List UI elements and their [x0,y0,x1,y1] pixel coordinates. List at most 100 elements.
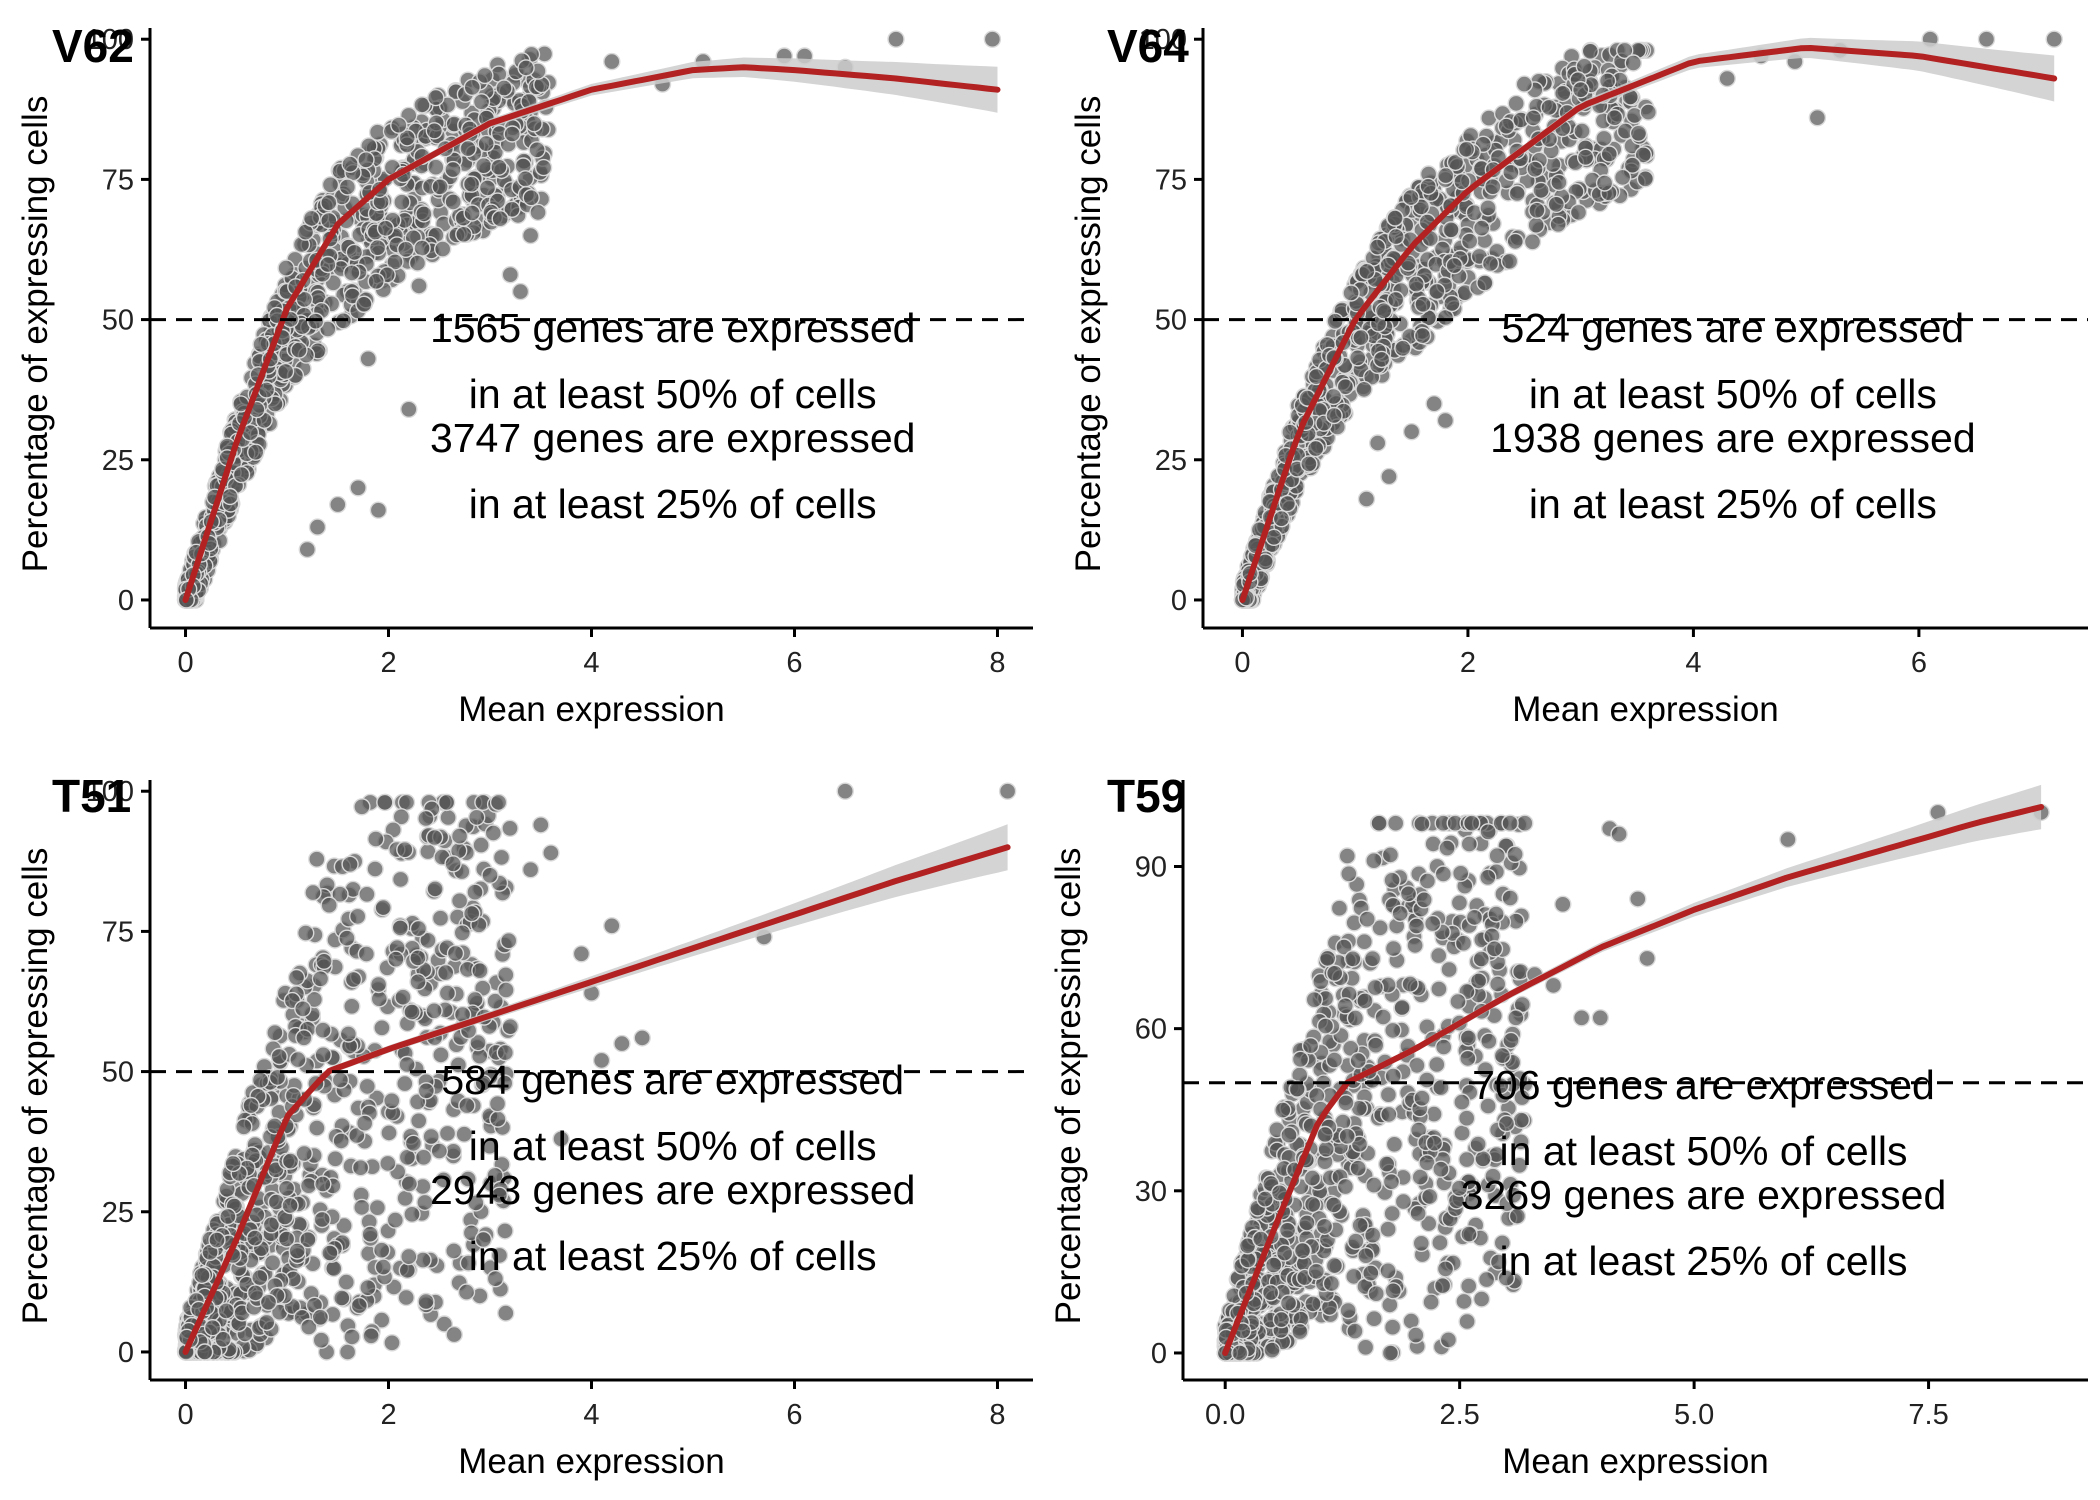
data-point [449,1056,468,1074]
data-point [490,1246,509,1265]
data-point [281,1196,299,1215]
data-point [221,487,239,506]
data-point [246,1284,265,1302]
data-point [1459,1277,1478,1295]
data-point [362,1327,380,1345]
data-point [312,1331,330,1349]
data-point [1418,1154,1436,1172]
data-point [438,984,457,1002]
y-tick-label: 50 [1155,305,1187,337]
data-point [1422,1293,1440,1311]
data-point [287,968,306,987]
data-point [214,1330,232,1349]
panel-t51: 0 25 50 75 100 0 2 4 6 8 Mean expression Percentage… [16,770,1033,1481]
data-point [1446,153,1465,172]
data-point [1595,174,1614,192]
confidence-band [1225,784,2042,1357]
data-point [1356,1338,1375,1357]
data-point [1504,1186,1523,1204]
data-point [414,1148,433,1167]
data-point [528,141,546,159]
data-point [1402,188,1420,207]
data-point [417,1292,435,1311]
panel-title: V62 [52,20,134,72]
data-point [232,465,251,484]
annotation-text: 3269 genes are expressed [1461,1172,1947,1218]
data-point [1443,294,1461,313]
data-point [1322,1274,1341,1293]
data-point [603,917,621,935]
data-point [463,904,481,923]
data-point [1363,950,1382,968]
data-point [288,1242,306,1260]
data-point [1428,1055,1446,1074]
data-point [313,1210,331,1229]
data-point [444,855,462,873]
annotation-text: 584 genes are expressed [441,1057,904,1103]
data-point [1386,290,1405,309]
panel-v62: 0 25 50 75 100 0 2 4 6 8 Mean expression Percentage… [16,20,1033,729]
annotation-text: 2943 genes are expressed [430,1167,916,1213]
data-point [1506,232,1525,251]
data-point [1317,1140,1335,1158]
data-point [455,225,473,244]
data-point [1399,885,1418,903]
data-point [1412,1234,1431,1253]
data-point [1304,1295,1322,1313]
data-point [359,1278,377,1297]
data-point [246,1229,264,1247]
data-point [1508,1207,1527,1225]
data-point [305,990,324,1009]
data-point [276,362,295,381]
data-point [1337,1094,1355,1112]
data-point [532,816,550,834]
y-tick-label: 90 [1135,851,1167,883]
panel-v64: 0 25 50 75 100 0 2 4 6 Mean expression Percentage … [1069,20,2088,729]
data-point [1355,933,1374,951]
data-point [403,1205,421,1224]
data-point [374,1258,392,1276]
data-point [396,1189,414,1208]
data-point [490,158,508,176]
data-point [422,1127,440,1146]
data-point [1394,1192,1413,1211]
trend-line [1222,804,2045,1356]
data-point [1453,172,1471,191]
data-point [1394,339,1412,357]
data-point [1497,1269,1516,1287]
data-point [1460,232,1479,250]
data-point [1347,1232,1365,1250]
annotation-text: 706 genes are expressed [1472,1062,1935,1108]
x-tick-label: 0.0 [1205,1399,1245,1431]
data-point [572,945,591,963]
data-point [1303,1195,1322,1214]
data-point [332,1132,350,1150]
x-tick-label: 2.5 [1439,1399,1479,1431]
data-point [386,1211,404,1229]
data-point [379,1154,397,1173]
data-point [503,125,521,143]
data-point [1367,1284,1385,1303]
data-point [387,950,405,968]
data-point [1420,1187,1439,1206]
data-point [503,200,521,219]
data-point [208,1231,226,1249]
data-point [425,828,444,847]
data-point [467,1194,485,1212]
data-point [1418,872,1437,890]
data-point [294,1000,312,1018]
panel-title: T51 [52,770,131,822]
data-point [1428,282,1446,301]
data-point [380,1124,398,1142]
data-point [1381,846,1400,864]
data-point [353,1198,371,1217]
data-point [1449,992,1467,1011]
data-point [1479,868,1497,886]
data-point [383,1334,401,1352]
data-point [481,866,499,884]
data-point [344,970,363,989]
y-tick-label: 30 [1135,1176,1167,1208]
data-point [374,898,392,917]
data-point [1479,199,1497,217]
data-point [1349,1159,1367,1177]
